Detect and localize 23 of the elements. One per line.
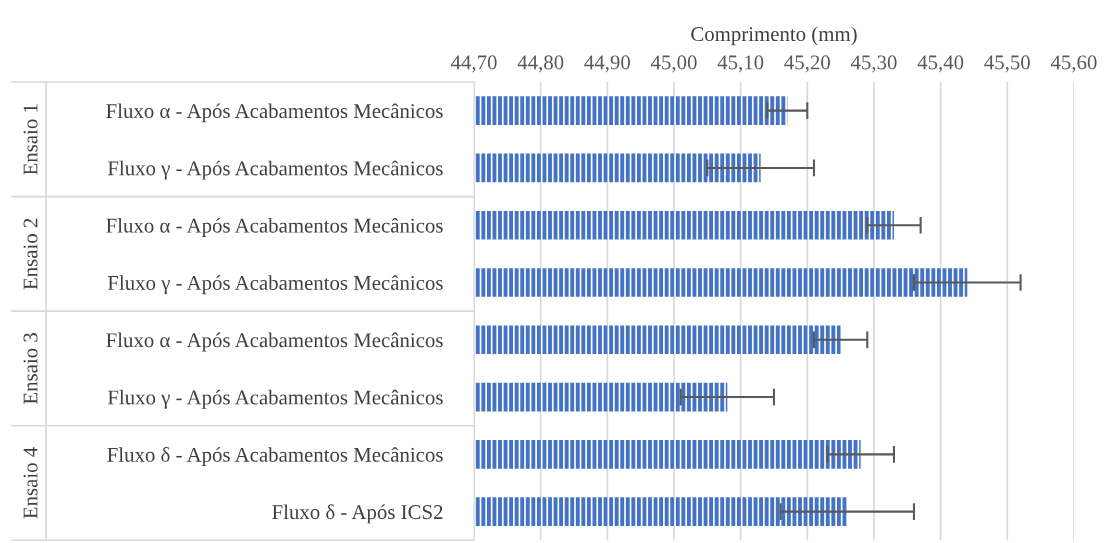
y-tick-label: Fluxo α - Após Acabamentos Mecânicos [106,103,443,123]
x-tick-label: 45,30 [850,55,897,73]
y-tick-label: Fluxo γ - Após Acabamentos Mecânicos [107,160,443,180]
x-tick-label: 44,90 [584,55,630,73]
x-tick-label: 45,10 [717,55,764,73]
y-tick-label: Fluxo γ - Após Acabamentos Mecânicos [107,389,443,409]
y-tick-label: Fluxo δ - Após ICS2 [272,504,443,524]
x-tick-label: 45,60 [1050,55,1097,73]
y-tick-label: Fluxo α - Após Acabamentos Mecânicos [106,217,443,237]
x-axis-title: Comprimento (mm) [691,26,857,46]
text: Ensaio 1 [23,104,38,175]
x-tick-label: 44,70 [451,55,497,73]
text: Ensaio 2 [23,218,38,290]
x-tick-label: 45,20 [784,55,830,73]
text: Ensaio 4 [23,447,38,519]
y-tick-label: Fluxo γ - Após Acabamentos Mecânicos [107,275,443,295]
x-tick-label: 44,80 [517,55,564,73]
x-tick-label: 45,00 [650,55,697,73]
y-tick-label: Fluxo α - Após Acabamentos Mecânicos [106,332,443,352]
x-tick-label: 45,50 [984,55,1030,73]
y-tick-label: Fluxo δ - Após Acabamentos Mecânicos [107,447,443,467]
x-tick-label: 45,40 [917,55,964,73]
text: Ensaio 3 [23,333,38,404]
